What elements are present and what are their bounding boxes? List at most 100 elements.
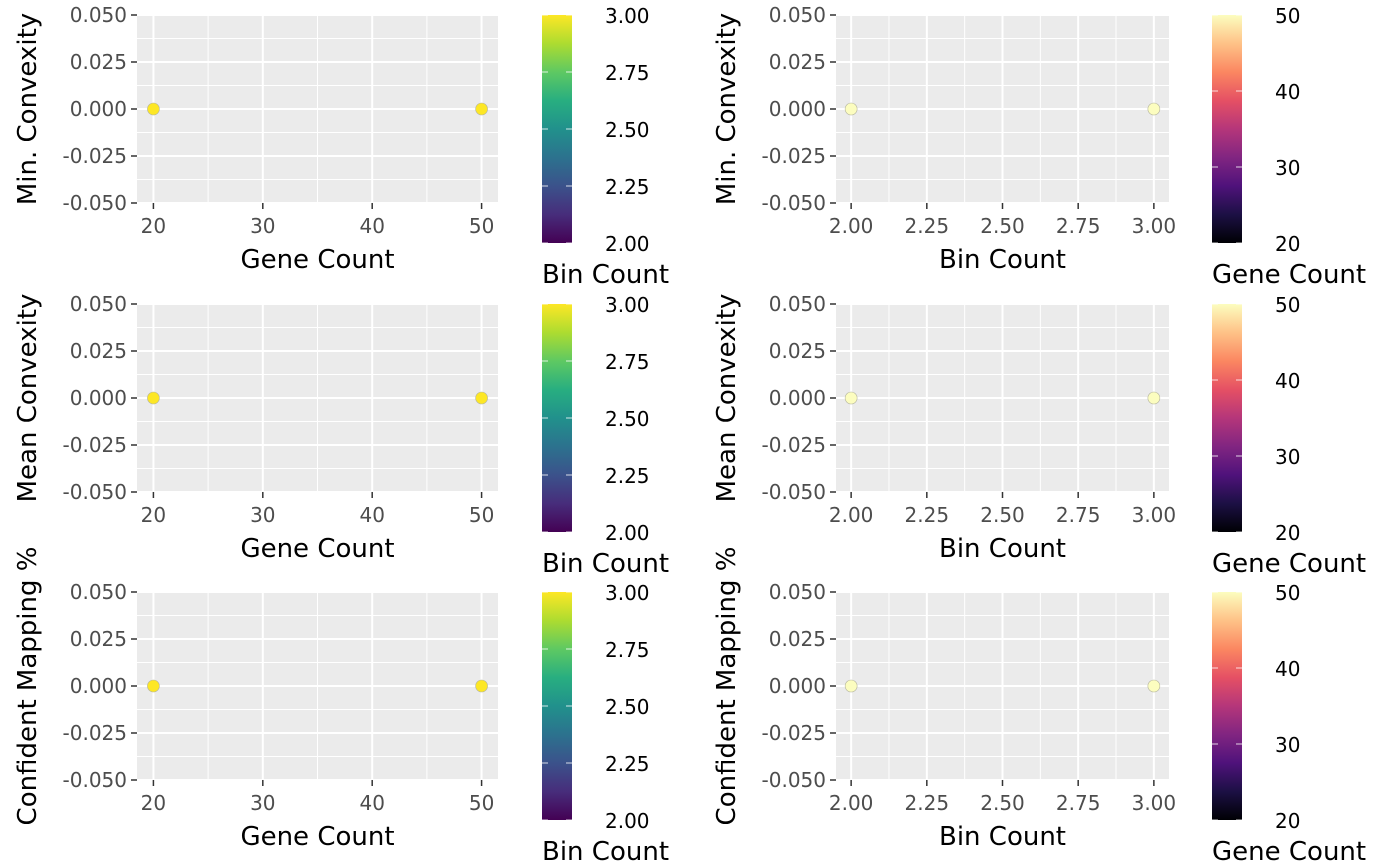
x-tick-label: 2.50 bbox=[980, 214, 1025, 238]
x-tick-label: 3.00 bbox=[1132, 791, 1177, 815]
y-tick-label: 0.025 bbox=[70, 627, 127, 651]
data-point bbox=[844, 102, 858, 116]
x-tick-label: 40 bbox=[359, 214, 384, 238]
x-axis-title: Gene Count bbox=[240, 534, 394, 564]
y-tick-label: 0.000 bbox=[769, 674, 826, 698]
legend-title: Bin Count bbox=[542, 837, 669, 866]
x-axis-title: Gene Count bbox=[240, 245, 394, 275]
y-axis-title: Confident Mapping % bbox=[13, 547, 43, 826]
legend-title: Gene Count bbox=[1212, 549, 1366, 579]
legend-tick-label: 2.75 bbox=[605, 638, 650, 662]
x-tick-label: 20 bbox=[141, 503, 166, 527]
x-tick-label: 3.00 bbox=[1132, 503, 1177, 527]
y-tick-label: 0.050 bbox=[769, 580, 826, 604]
legend-tick-label: 30 bbox=[1275, 445, 1300, 469]
legend-tick-label: 2.50 bbox=[605, 118, 650, 142]
x-tick-label: 20 bbox=[141, 214, 166, 238]
y-tick-label: 0.050 bbox=[769, 3, 826, 27]
y-axis-title: Mean Convexity bbox=[712, 294, 742, 503]
legend-tick-label: 50 bbox=[1275, 4, 1300, 28]
y-tick-label: 0.050 bbox=[769, 292, 826, 316]
legend-title: Bin Count bbox=[542, 260, 669, 290]
x-tick-label: 3.00 bbox=[1132, 214, 1177, 238]
legend-tick-label: 3.00 bbox=[605, 293, 650, 317]
y-tick-label: 0.025 bbox=[769, 627, 826, 651]
x-tick-label: 30 bbox=[250, 214, 275, 238]
y-tick-label: -0.050 bbox=[63, 480, 127, 504]
legend-tick-label: 2.25 bbox=[605, 464, 650, 488]
y-axis-title: Min. Convexity bbox=[13, 13, 43, 205]
legend-tick-label: 2.00 bbox=[605, 809, 650, 833]
y-tick-label: -0.025 bbox=[63, 721, 127, 745]
legend-tick-label: 3.00 bbox=[605, 4, 650, 28]
legend-tick-label: 2.50 bbox=[605, 695, 650, 719]
y-tick-label: -0.050 bbox=[762, 191, 826, 215]
y-tick-label: 0.025 bbox=[70, 339, 127, 363]
x-tick-label: 20 bbox=[141, 791, 166, 815]
y-tick-label: 0.000 bbox=[70, 674, 127, 698]
data-point bbox=[844, 391, 858, 405]
x-tick-label: 40 bbox=[359, 503, 384, 527]
data-point bbox=[147, 679, 160, 693]
y-tick-label: 0.050 bbox=[70, 3, 127, 27]
x-tick-label: 2.50 bbox=[980, 791, 1025, 815]
legend-tick-label: 40 bbox=[1275, 80, 1300, 104]
legend: 50 40 30 20 Gene Count bbox=[1212, 581, 1366, 866]
legend-colorbar bbox=[1212, 592, 1242, 820]
legend: 3.00 2.75 2.50 2.25 2.00 Bin Count bbox=[542, 293, 669, 579]
legend-tick-label: 50 bbox=[1275, 581, 1300, 605]
y-tick-label: -0.025 bbox=[762, 721, 826, 745]
y-tick-label: -0.050 bbox=[63, 768, 127, 792]
x-tick-label: 2.75 bbox=[1056, 214, 1101, 238]
x-tick-label: 2.25 bbox=[905, 791, 950, 815]
x-tick-label: 50 bbox=[469, 791, 494, 815]
legend-tick-label: 50 bbox=[1275, 293, 1300, 317]
legend-title: Gene Count bbox=[1212, 837, 1366, 866]
legend-tick-label: 2.25 bbox=[605, 175, 650, 199]
x-tick-label: 30 bbox=[250, 503, 275, 527]
chart-panel-5: 0.050 0.025 0.000 -0.025 -0.050 20 30 40 50 Gene … bbox=[13, 547, 669, 866]
x-tick-label: 2.25 bbox=[905, 503, 950, 527]
y-tick-label: 0.025 bbox=[769, 50, 826, 74]
x-tick-label: 2.00 bbox=[829, 214, 874, 238]
x-tick-label: 2.50 bbox=[980, 503, 1025, 527]
legend-tick-label: 2.00 bbox=[605, 521, 650, 545]
x-tick-label: 2.25 bbox=[905, 214, 950, 238]
y-axis-title: Confident Mapping % bbox=[712, 547, 742, 826]
legend-colorbar bbox=[1212, 304, 1242, 532]
x-axis-title: Bin Count bbox=[939, 245, 1066, 275]
legend-tick-label: 40 bbox=[1275, 657, 1300, 681]
x-tick-label: 2.75 bbox=[1056, 791, 1101, 815]
y-tick-label: 0.050 bbox=[70, 292, 127, 316]
legend-tick-label: 3.00 bbox=[605, 581, 650, 605]
data-point bbox=[1147, 102, 1161, 116]
legend-tick-label: 2.75 bbox=[605, 61, 650, 85]
legend-tick-label: 20 bbox=[1275, 809, 1300, 833]
y-tick-label: -0.025 bbox=[762, 433, 826, 457]
data-point bbox=[475, 391, 488, 405]
data-point bbox=[147, 391, 160, 405]
y-tick-label: 0.000 bbox=[70, 97, 127, 121]
x-tick-label: 40 bbox=[359, 791, 384, 815]
x-tick-label: 30 bbox=[250, 791, 275, 815]
data-point bbox=[1147, 391, 1161, 405]
legend-title: Bin Count bbox=[542, 549, 669, 579]
y-tick-label: -0.050 bbox=[762, 768, 826, 792]
y-tick-label: -0.025 bbox=[63, 144, 127, 168]
x-tick-label: 2.75 bbox=[1056, 503, 1101, 527]
legend-tick-label: 2.50 bbox=[605, 407, 650, 431]
x-tick-label: 50 bbox=[469, 214, 494, 238]
legend-tick-label: 2.25 bbox=[605, 752, 650, 776]
legend: 50 40 30 20 Gene Count bbox=[1212, 4, 1366, 290]
chart-panel-3: 0.050 0.025 0.000 -0.025 -0.050 20 30 40 50 Gene … bbox=[13, 292, 669, 579]
y-tick-label: 0.050 bbox=[70, 580, 127, 604]
y-axis-title: Min. Convexity bbox=[712, 13, 742, 205]
y-tick-label: 0.025 bbox=[769, 339, 826, 363]
x-tick-label: 2.00 bbox=[829, 791, 874, 815]
y-tick-label: -0.025 bbox=[762, 144, 826, 168]
legend-tick-label: 40 bbox=[1275, 369, 1300, 393]
